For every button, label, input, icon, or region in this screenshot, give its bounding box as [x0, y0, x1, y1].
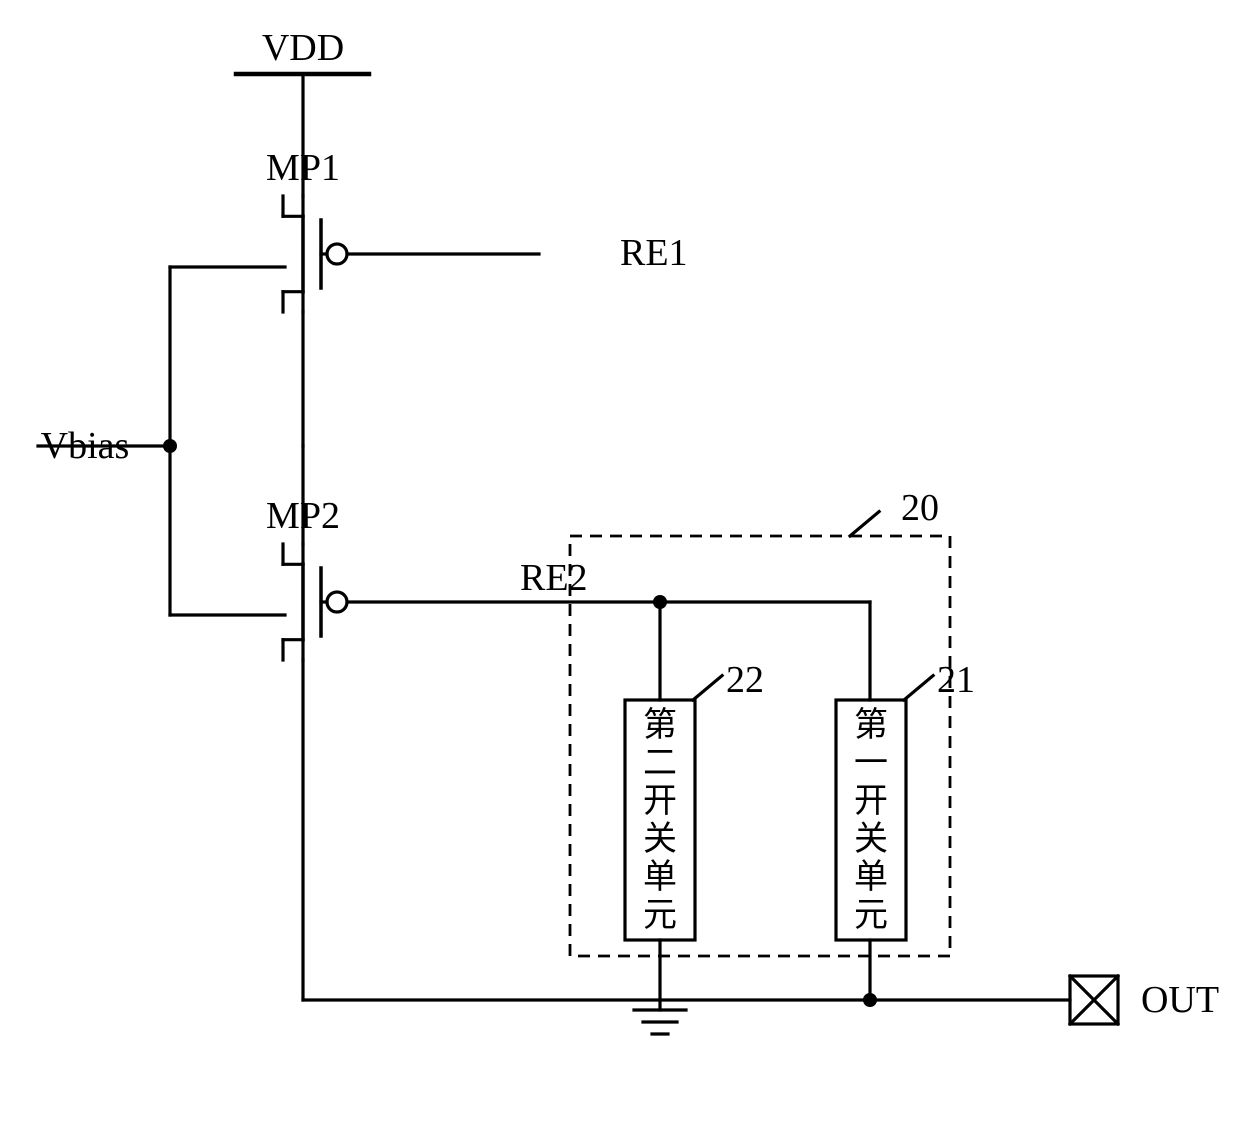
switch1-char-5: 元: [854, 897, 888, 934]
re1-label: RE1: [620, 232, 688, 274]
out-label: OUT: [1141, 979, 1219, 1021]
switch1-char-4: 单: [854, 859, 888, 896]
switch2-char-2: 开: [643, 783, 677, 820]
ref-21: 21: [937, 659, 975, 701]
vbias-label: Vbias: [41, 425, 130, 467]
switch2-char-3: 关: [643, 821, 677, 858]
vdd-label: VDD: [262, 27, 344, 69]
re2-label: RE2: [520, 557, 588, 599]
switch2-char-5: 元: [643, 897, 677, 934]
group-20-box: [570, 536, 950, 956]
switch2-char-0: 第: [643, 706, 677, 744]
mp1-label: MP1: [266, 147, 340, 189]
switch2-char-4: 单: [643, 859, 677, 896]
switch2-char-1: 二: [643, 745, 677, 782]
switch1-char-0: 第: [854, 706, 888, 744]
switch1-char-3: 关: [854, 821, 888, 858]
mp2-label: MP2: [266, 495, 340, 537]
circuit-schematic: VDDMP1RE1VbiasMP2RE22022第二开关单元21第一开关单元OU…: [0, 0, 1240, 1121]
ref-22: 22: [726, 659, 764, 701]
ref-20: 20: [901, 487, 939, 529]
switch1-char-1: 一: [854, 745, 888, 782]
switch1-char-2: 开: [854, 783, 888, 820]
